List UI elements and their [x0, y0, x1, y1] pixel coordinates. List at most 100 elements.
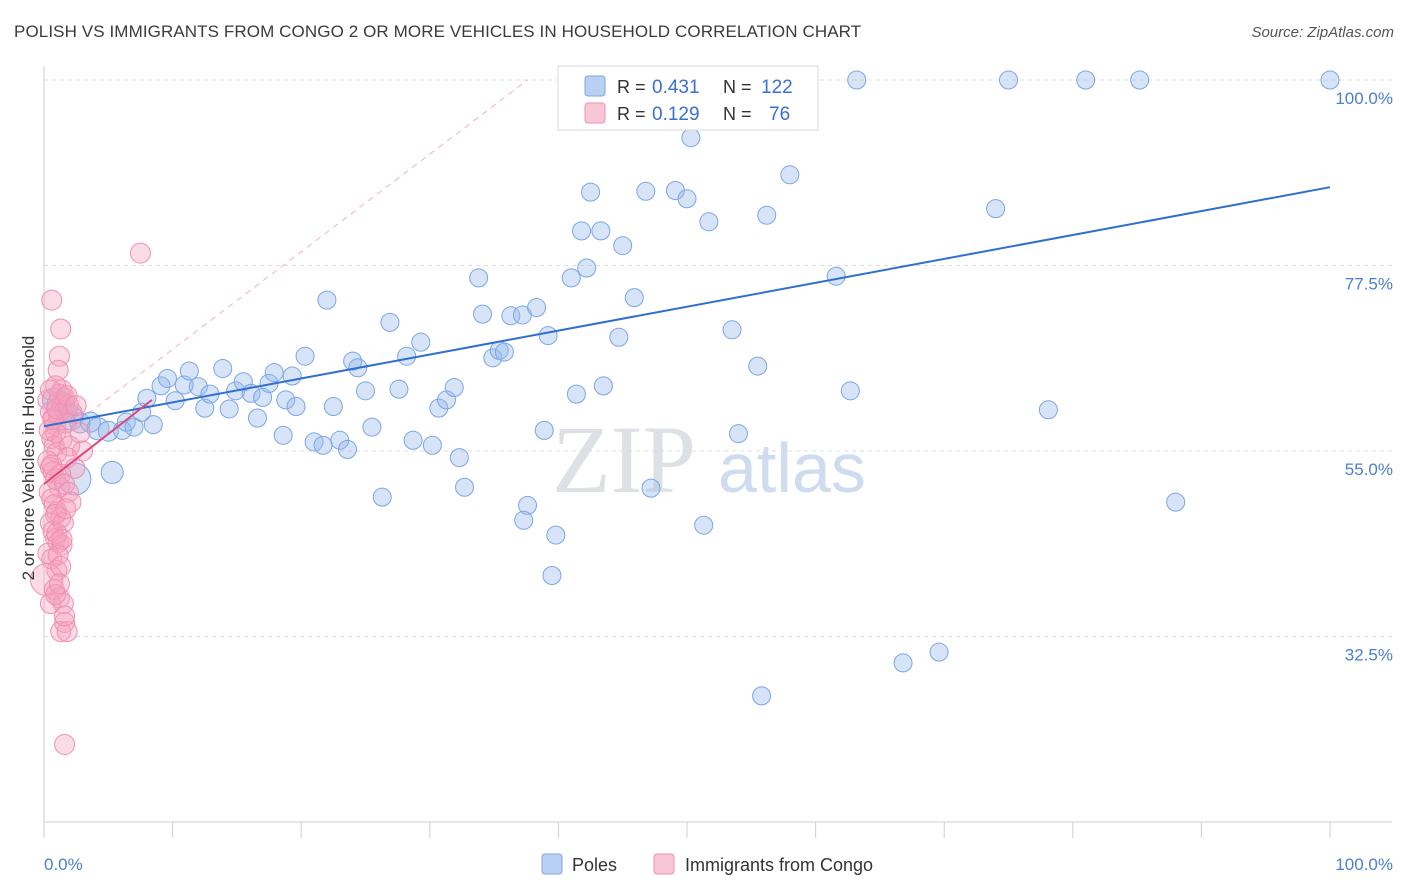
- poles-point-100: [780, 165, 800, 185]
- poles-point-55: [429, 398, 449, 418]
- congo-point-73: [129, 242, 151, 264]
- congo-point-75: [48, 573, 70, 595]
- congo-trend-line: [43, 399, 153, 485]
- poles-point-32: [264, 363, 284, 383]
- poles-point-43: [337, 439, 357, 459]
- poles-point-111: [1166, 492, 1186, 512]
- trend-lines: [43, 186, 1331, 485]
- legend-r-value-congo: 0.129: [652, 104, 700, 125]
- poles-point-86: [641, 478, 661, 498]
- poles-point-12: [124, 417, 144, 437]
- congo-points: [30, 242, 151, 756]
- poles-point-112: [1320, 70, 1340, 90]
- legend-r-value-poles: 0.431: [652, 77, 700, 98]
- legend-n-value-poles: 122: [761, 77, 793, 98]
- poles-points: [41, 70, 1340, 706]
- poles-point-44: [343, 351, 363, 371]
- poles-point-73: [542, 565, 562, 585]
- poles-point-67: [518, 495, 538, 515]
- poles-point-69: [527, 298, 547, 318]
- congo-point-36: [41, 289, 63, 311]
- poles-point-110: [1130, 70, 1150, 90]
- congo-point-63: [39, 379, 61, 401]
- poles-point-57: [444, 378, 464, 398]
- legend-r-label-congo: R =: [617, 104, 646, 124]
- poles-point-109: [1076, 70, 1096, 90]
- poles-point-56: [437, 390, 457, 410]
- poles-point-92: [694, 515, 714, 535]
- poles-point-20: [179, 361, 199, 381]
- reference-diagonal: [43, 79, 528, 448]
- poles-point-15: [143, 415, 163, 435]
- poles-point-39: [313, 435, 333, 455]
- congo-point-70: [50, 555, 72, 577]
- y-tick-label-0: 32.5%: [1345, 646, 1393, 665]
- poles-point-8: [97, 420, 119, 442]
- congo-point-35: [56, 621, 78, 643]
- poles-point-104: [893, 653, 913, 673]
- congo-point-59: [51, 528, 73, 550]
- legend-n-value-congo: 76: [769, 104, 790, 125]
- poles-point-58: [449, 448, 469, 468]
- congo-point-39: [47, 359, 69, 381]
- poles-point-90: [677, 189, 697, 209]
- poles-point-72: [546, 525, 566, 545]
- poles-point-93: [699, 212, 719, 232]
- legend-swatch-poles: [584, 75, 606, 97]
- poles-point-16: [151, 376, 171, 396]
- poles-point-19: [174, 375, 194, 395]
- bottom-legend-label-congo: Immigrants from Congo: [685, 855, 873, 875]
- congo-point-71: [45, 583, 67, 605]
- poles-point-41: [323, 396, 343, 416]
- poles-point-99: [757, 205, 777, 225]
- y-tick-label-2: 77.5%: [1345, 275, 1393, 294]
- congo-point-65: [65, 395, 87, 417]
- series-legend: Poles Immigrants from Congo: [541, 853, 873, 875]
- poles-point-95: [722, 320, 742, 340]
- poles-point-98: [752, 686, 772, 706]
- bottom-legend-swatch-congo: [653, 853, 675, 875]
- poles-point-49: [380, 312, 400, 332]
- congo-point-66: [69, 422, 91, 444]
- poles-point-40: [317, 290, 337, 310]
- y-tick-labels: 32.5% 55.0% 77.5% 100.0%: [1335, 89, 1393, 665]
- y-tick-label-1: 55.0%: [1345, 460, 1393, 479]
- poles-point-82: [613, 236, 633, 256]
- poles-point-59: [455, 477, 475, 497]
- poles-point-54: [422, 435, 442, 455]
- poles-point-70: [534, 420, 554, 440]
- poles-point-61: [473, 304, 493, 324]
- poles-point-29: [247, 408, 267, 428]
- congo-point-56: [45, 503, 67, 525]
- poles-point-33: [273, 425, 293, 445]
- congo-point-68: [55, 498, 77, 520]
- congo-point-74: [54, 734, 76, 756]
- poles-point-53: [411, 332, 431, 352]
- x-tick-label-max: 100.0%: [1335, 855, 1393, 874]
- bottom-legend-label-poles: Poles: [572, 855, 617, 875]
- poles-point-36: [286, 396, 306, 416]
- poles-point-51: [397, 346, 417, 366]
- watermark-zip: ZIP: [552, 406, 696, 513]
- poles-point-97: [748, 356, 768, 376]
- congo-point-67: [72, 440, 94, 462]
- poles-point-30: [253, 387, 273, 407]
- poles-point-62: [483, 348, 503, 368]
- poles-point-85: [636, 181, 656, 201]
- poles-point-5: [58, 462, 92, 496]
- poles-point-108: [1038, 400, 1058, 420]
- poles-point-103: [847, 70, 867, 90]
- poles-point-21: [188, 377, 208, 397]
- poles-point-22: [195, 398, 215, 418]
- congo-point-57: [52, 512, 74, 534]
- poles-point-24: [213, 359, 233, 379]
- legend-swatch-congo: [584, 102, 606, 124]
- poles-point-50: [389, 379, 409, 399]
- chart-title: POLISH VS IMMIGRANTS FROM CONGO 2 OR MOR…: [14, 22, 862, 41]
- grid-lines: [44, 79, 1392, 637]
- poles-point-48: [372, 487, 392, 507]
- congo-point-46: [45, 422, 67, 444]
- source-label: Source: ZipAtlas.com: [1251, 24, 1394, 41]
- poles-point-106: [986, 199, 1006, 219]
